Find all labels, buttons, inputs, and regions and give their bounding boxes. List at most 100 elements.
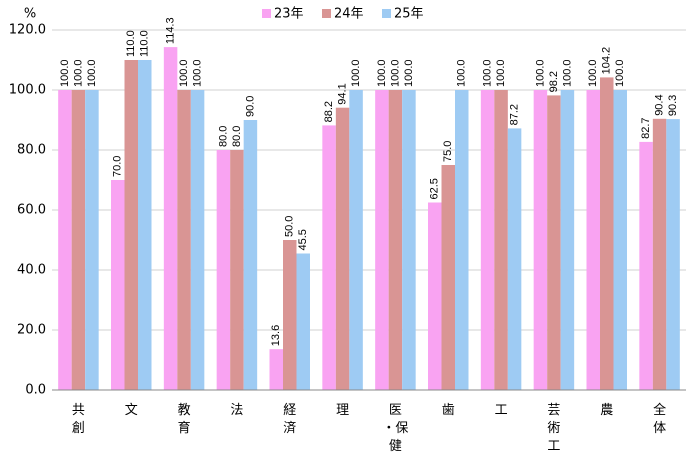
bar [124, 60, 138, 390]
legend-label: 24年 [334, 7, 364, 22]
x-tick-label: 農 [600, 403, 613, 418]
x-tick-label: 共創 [72, 403, 85, 436]
legend-label: 25年 [394, 7, 424, 22]
bar [349, 90, 363, 390]
value-label: 100.0 [178, 59, 190, 87]
value-label: 110.0 [139, 30, 151, 57]
bar [190, 90, 205, 390]
bar [335, 107, 350, 390]
value-label: 75.0 [442, 141, 454, 162]
y-tick-label: 60.0 [17, 203, 46, 218]
bar [666, 119, 680, 390]
value-label: 70.0 [112, 156, 124, 177]
value-label: 100.0 [481, 59, 493, 87]
value-label: 100.0 [403, 59, 415, 87]
value-label: 62.5 [429, 178, 441, 199]
legend-label: 23年 [274, 7, 304, 22]
value-label: 100.0 [495, 59, 507, 87]
bar [138, 60, 152, 390]
value-label: 104.2 [601, 47, 613, 75]
value-label: 100.0 [59, 59, 71, 87]
value-label: 50.0 [284, 216, 296, 237]
bar [163, 47, 178, 390]
value-label: 110.0 [125, 30, 137, 57]
x-tick-label: 医・保健 [382, 403, 408, 454]
y-tick-label: 120.0 [9, 23, 46, 38]
x-tick-label: 歯 [442, 403, 455, 418]
legend-swatch [382, 9, 391, 18]
value-label: 100.0 [587, 59, 599, 87]
value-label: 100.0 [86, 59, 98, 87]
bar [243, 120, 258, 390]
x-tick-label: 教育 [178, 402, 191, 436]
x-tick-label: 文 [125, 403, 138, 418]
value-label: 100.0 [389, 59, 401, 87]
bar [560, 90, 575, 390]
value-label: 100.0 [350, 59, 362, 87]
bar [586, 90, 600, 390]
legend-swatch [262, 9, 271, 18]
value-label: 82.7 [640, 117, 652, 138]
bar [652, 118, 667, 391]
bar [600, 77, 614, 391]
value-label: 87.2 [508, 104, 520, 125]
bar [613, 90, 627, 390]
value-label: 88.2 [323, 101, 335, 122]
bar [85, 90, 99, 390]
bar [230, 150, 244, 390]
bar [375, 90, 389, 390]
bar [402, 90, 416, 390]
bar [322, 125, 336, 391]
value-label: 98.2 [548, 71, 560, 92]
bar [455, 90, 469, 390]
x-tick-label: 芸術工 [547, 402, 560, 454]
bar [269, 349, 283, 390]
bar [388, 90, 403, 390]
y-tick-label: 40.0 [17, 263, 46, 278]
value-label: 100.0 [534, 59, 546, 87]
x-tick-label: 工 [495, 403, 508, 418]
y-tick-label: 20.0 [17, 323, 46, 338]
value-label: 94.1 [336, 83, 348, 104]
bar [494, 90, 508, 390]
value-label: 100.0 [72, 59, 84, 87]
value-label: 100.0 [456, 59, 468, 87]
y-tick-label: 100.0 [9, 83, 46, 98]
y-axis-label: % [24, 7, 36, 22]
y-tick-label: 80.0 [17, 143, 46, 158]
x-tick-label: 法 [230, 403, 243, 418]
value-label: 45.5 [297, 229, 309, 250]
y-tick-label: 0.0 [25, 383, 46, 398]
bar [428, 202, 442, 390]
bar [480, 90, 495, 390]
bar [216, 150, 231, 390]
bar [71, 90, 86, 390]
value-label: 100.0 [614, 59, 626, 87]
value-label: 13.6 [270, 325, 282, 346]
bar [547, 95, 561, 391]
x-tick-label: 理 [336, 403, 349, 418]
bar [507, 128, 522, 390]
bar [177, 90, 191, 390]
value-label: 100.0 [376, 59, 388, 87]
value-label: 90.4 [653, 94, 665, 115]
bar [296, 253, 310, 390]
value-label: 90.0 [244, 96, 256, 117]
legend-swatch [322, 9, 331, 18]
value-label: 80.0 [217, 126, 229, 147]
value-label: 80.0 [231, 126, 243, 147]
value-label: 114.3 [164, 17, 176, 44]
x-tick-label: 経済 [283, 403, 296, 436]
value-label: 100.0 [561, 59, 573, 87]
x-tick-label: 全体 [653, 402, 666, 436]
bar [58, 90, 72, 390]
bar [441, 165, 455, 390]
bar [111, 180, 125, 390]
bar [283, 240, 297, 390]
bar [639, 141, 653, 390]
value-label: 90.3 [667, 95, 679, 116]
bar [533, 90, 548, 390]
value-label: 100.0 [191, 59, 203, 87]
